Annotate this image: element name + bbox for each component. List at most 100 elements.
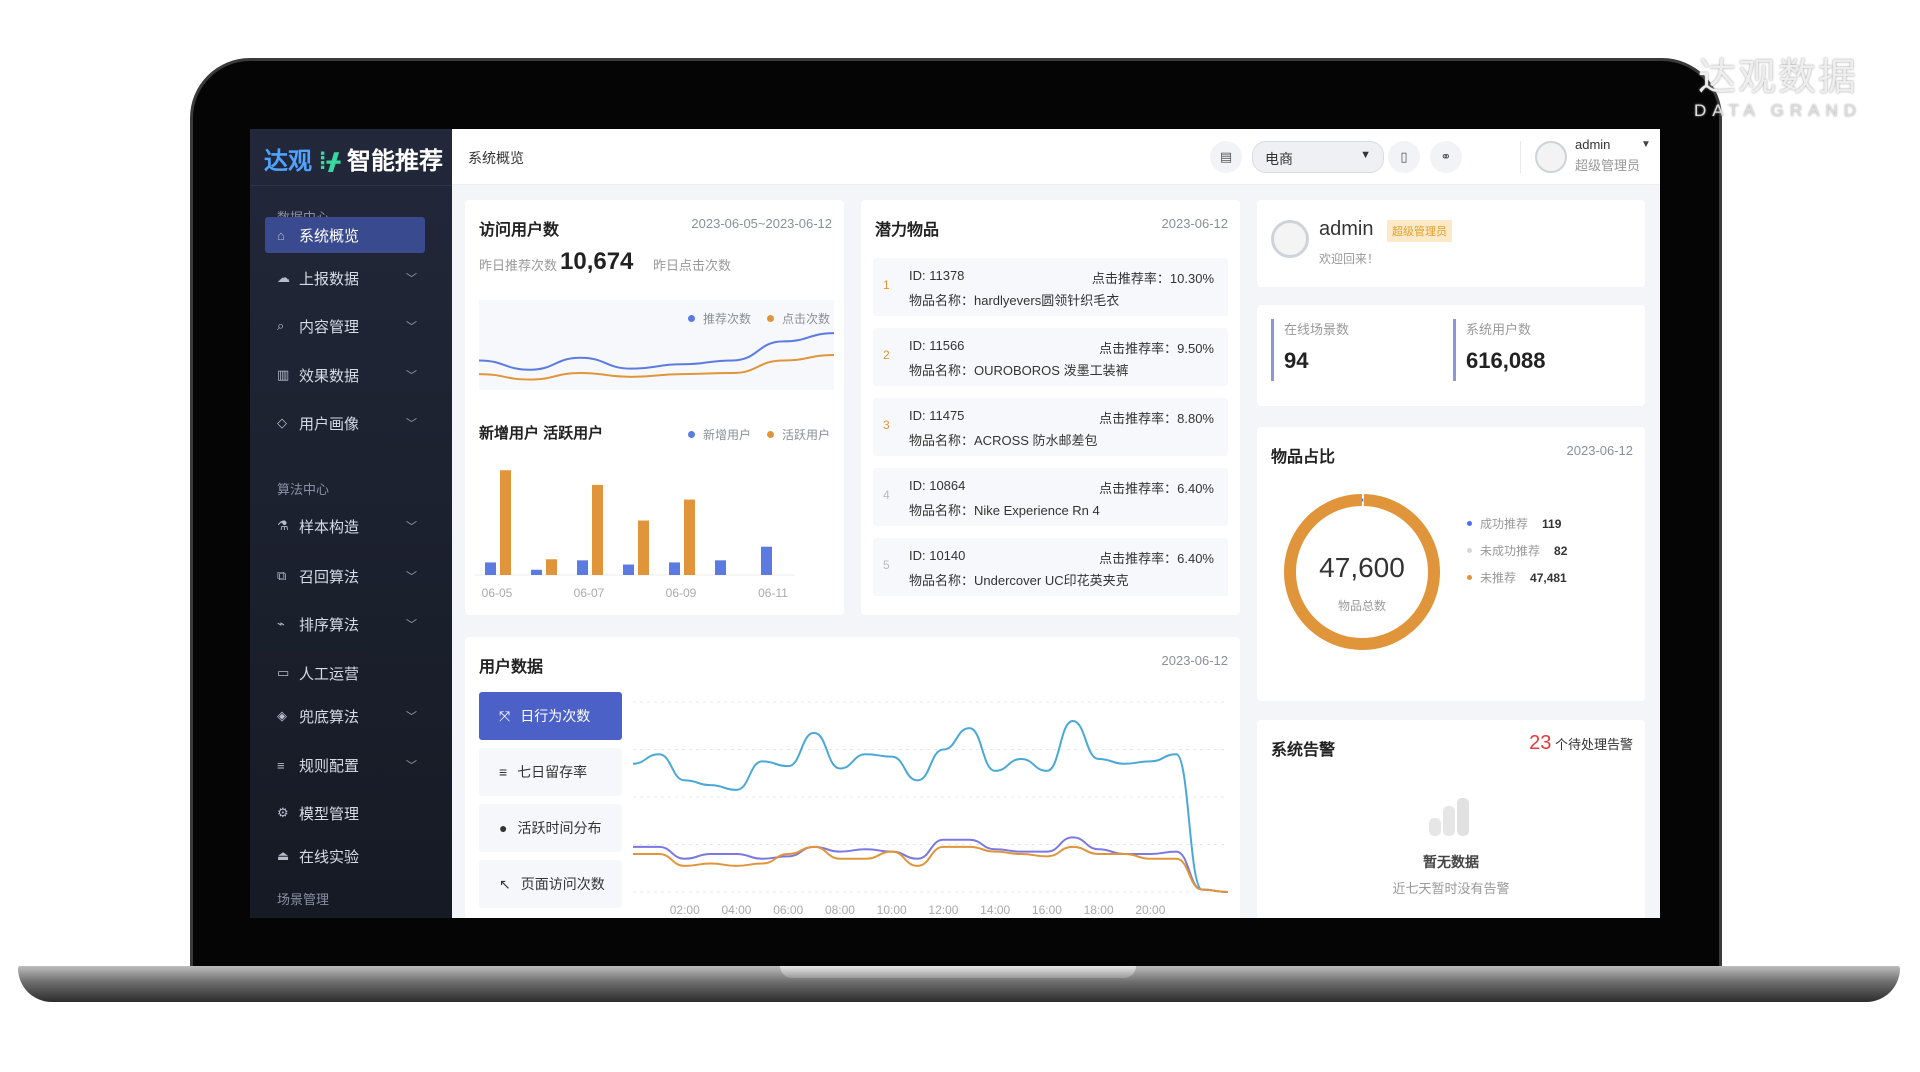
- rate-label: 点击推荐率：: [1099, 341, 1178, 356]
- potential-item[interactable]: 1 ID: 11378 点击推荐率：10.30% 物品名称：hardlyever…: [873, 258, 1228, 316]
- user-data-line-chart: 02:00 04:00 06:00 08:00 10:00 12:00 14:00 16:00…: [633, 701, 1228, 917]
- app-screen: 达观 ⁞ᚋ 智能推荐 数据中心 算法中心 场景管理 ⌂系统概览☁上报数据﹀⌕内容…: [250, 129, 1660, 918]
- chart-icon: ▥: [277, 367, 290, 382]
- stat-label: 在线场景数: [1284, 322, 1350, 337]
- calculator-button[interactable]: ▤: [1210, 141, 1242, 173]
- potential-item[interactable]: 3 ID: 11475 点击推荐率：8.80% 物品名称：ACROSS 防水邮差…: [873, 398, 1228, 456]
- item-rate: 6.40%: [1177, 481, 1214, 496]
- sidebar-item-label: 召回算法: [299, 568, 360, 586]
- timer-icon: ●: [499, 820, 508, 836]
- sidebar-item[interactable]: ⚗ 样本构造 ﹀: [265, 508, 425, 544]
- monitor-icon: ▭: [277, 665, 290, 680]
- sidebar-item[interactable]: ◈ 兜底算法 ﹀: [265, 698, 425, 734]
- sidebar-item[interactable]: ◇ 用户画像 ﹀: [265, 405, 425, 441]
- item-rate: 10.30%: [1169, 271, 1214, 286]
- sidebar-item-label: 样本构造: [299, 518, 360, 536]
- sidebar-item[interactable]: ⌕ 内容管理 ﹀: [265, 308, 425, 344]
- legend-label: 未推荐: [1480, 571, 1517, 585]
- potential-item[interactable]: 2 ID: 11566 点击推荐率：9.50% 物品名称：OUROBOROS 泼…: [873, 328, 1228, 386]
- stat-value: 616,088: [1466, 348, 1546, 373]
- visits-card: 访问用户数 2023-06-05~2023-06-12 昨日推荐次数 10,67…: [465, 200, 844, 615]
- item-name: Undercover UC印花英夹克: [974, 573, 1129, 588]
- caret-down-icon: ▼: [1360, 149, 1371, 161]
- watermark-logo: 达观数据 DATA GRAND: [1688, 46, 1868, 121]
- item-name: ACROSS 防水邮差包: [974, 433, 1098, 448]
- x-tick-label: 04:00: [721, 903, 751, 917]
- item-rate: 9.50%: [1177, 341, 1214, 356]
- users-chart-legend: 新增用户 活跃用户: [687, 426, 830, 443]
- legend-item: 新增用户: [702, 428, 751, 442]
- section-scene-management[interactable]: 场景管理: [277, 892, 330, 907]
- card-date: 2023-06-12: [1161, 216, 1229, 231]
- gear-icon: ⚙: [277, 805, 289, 820]
- series-line: [633, 719, 1228, 893]
- bar: [761, 546, 772, 575]
- user-name: admin: [1575, 137, 1611, 152]
- rate-label: 点击推荐率：: [1099, 551, 1178, 566]
- potential-item[interactable]: 4 ID: 10864 点击推荐率：6.40% 物品名称：Nike Experi…: [873, 468, 1228, 526]
- item-rate: 6.40%: [1177, 551, 1214, 566]
- sidebar-item[interactable]: ▭ 人工运营: [265, 655, 425, 691]
- link-button[interactable]: ⚭: [1430, 141, 1462, 173]
- x-tick-label: 02:00: [670, 903, 700, 917]
- laptop-notch: [780, 966, 1136, 978]
- sidebar-item[interactable]: ☁ 上报数据 ﹀: [265, 260, 425, 296]
- chevron-down-icon: ﹀: [406, 418, 417, 430]
- page-visit-icon: ↖: [499, 875, 511, 892]
- bar: [485, 562, 496, 575]
- card-date: 2023-06-05~2023-06-12: [691, 216, 832, 231]
- item-name: hardlyevers圆领针织毛衣: [974, 293, 1120, 308]
- sidebar-item-label: 上报数据: [299, 270, 360, 288]
- welcome-greeting: 欢迎回来！: [1319, 252, 1380, 266]
- name-label: 物品名称：: [909, 503, 975, 518]
- section-algorithm-center: 算法中心: [277, 482, 330, 497]
- watermark-cn: 达观数据: [1697, 57, 1858, 99]
- sidebar-item-label: 兜底算法: [299, 708, 360, 726]
- item-rank: 5: [883, 558, 890, 572]
- document-button[interactable]: ▯: [1388, 141, 1420, 173]
- sidebar-item[interactable]: ⏏ 在线实验: [265, 838, 425, 874]
- bar: [638, 520, 649, 575]
- card-title: 潜力物品: [875, 222, 940, 239]
- scene-select[interactable]: 电商 ▼: [1252, 141, 1384, 173]
- bar: [592, 484, 603, 575]
- tab-page-visits[interactable]: ↖ 页面访问次数: [479, 860, 622, 908]
- tab-daily-behavior[interactable]: ⤧ 日行为次数: [479, 692, 622, 740]
- sidebar-item-label: 用户画像: [299, 415, 360, 433]
- top-header: 系统概览 ▤ 电商 ▼ ▯ ⚭ admin 超级管理员 ▼: [452, 129, 1660, 185]
- breadcrumb: 系统概览: [468, 150, 524, 166]
- sidebar-item-label: 内容管理: [299, 318, 360, 336]
- welcome-name: admin: [1319, 218, 1374, 240]
- bar: [546, 559, 557, 575]
- sidebar-item[interactable]: ⚙ 模型管理: [265, 795, 425, 831]
- potential-item[interactable]: 5 ID: 10140 点击推荐率：6.40% 物品名称：Undercover …: [873, 538, 1228, 596]
- document-icon: ▯: [1400, 149, 1408, 164]
- x-tick-label: 14:00: [980, 903, 1010, 917]
- legend-label: 成功推荐: [1480, 517, 1529, 531]
- bar: [531, 569, 542, 575]
- legend-value: 47,481: [1530, 570, 1567, 585]
- sidebar: 达观 ⁞ᚋ 智能推荐 数据中心 算法中心 场景管理 ⌂系统概览☁上报数据﹀⌕内容…: [250, 129, 452, 918]
- item-rank: 2: [883, 348, 890, 362]
- x-tick-label: 06:00: [773, 903, 803, 917]
- sidebar-item-label: 排序算法: [299, 616, 360, 634]
- stat-label: 系统用户数: [1466, 322, 1532, 337]
- avatar: [1535, 141, 1567, 173]
- alert-count[interactable]: 23: [1529, 732, 1552, 754]
- tab-active-time[interactable]: ● 活跃时间分布: [479, 804, 622, 852]
- tab-seven-day-retention[interactable]: ≡ 七日留存率: [479, 748, 622, 796]
- item-rank: 3: [883, 418, 890, 432]
- tab-label: 日行为次数: [520, 708, 591, 724]
- empty-title: 暂无数据: [1423, 854, 1479, 870]
- series-line: [479, 332, 834, 371]
- sidebar-item[interactable]: ≡ 规则配置 ﹀: [265, 747, 425, 783]
- brand-logo[interactable]: 达观 ⁞ᚋ 智能推荐: [264, 141, 443, 176]
- sidebar-item[interactable]: ⌁ 排序算法 ﹀: [265, 606, 425, 642]
- card-date: 2023-06-12: [1566, 443, 1634, 458]
- sidebar-item[interactable]: ▥ 效果数据 ﹀: [265, 357, 425, 393]
- home-icon: ⌂: [277, 227, 285, 243]
- sidebar-item[interactable]: ⧉ 召回算法 ﹀: [265, 558, 425, 594]
- chevron-down-icon: ﹀: [406, 571, 417, 583]
- sidebar-item[interactable]: ⌂ 系统概览: [265, 217, 425, 253]
- rate-label: 点击推荐率：: [1091, 271, 1170, 286]
